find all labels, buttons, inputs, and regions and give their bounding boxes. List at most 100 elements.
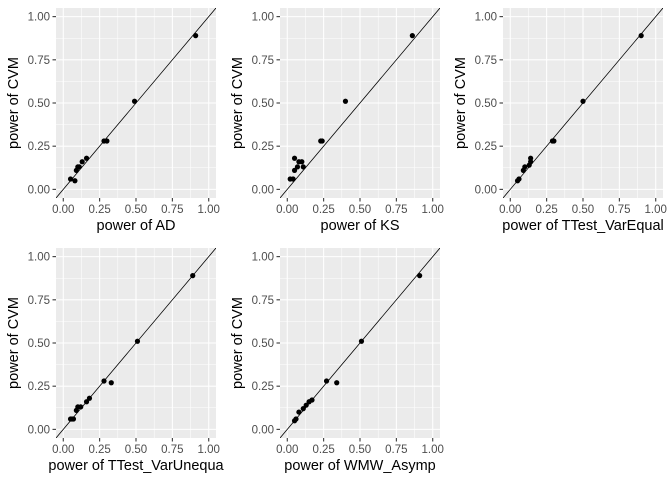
data-point [296, 409, 302, 415]
x-tick-label: 0.00 [499, 204, 521, 216]
data-point [303, 402, 309, 408]
data-point [83, 155, 90, 161]
x-tick-label: 0.00 [276, 204, 298, 216]
data-point [342, 98, 349, 104]
data-point [86, 395, 93, 401]
x-tick-label: 1.00 [422, 444, 444, 456]
x-tick-label: 0.50 [572, 204, 594, 216]
y-tick-label: 1.00 [28, 12, 50, 24]
data-point [358, 338, 365, 344]
x-tick-label: 0.75 [385, 204, 407, 216]
data-point [193, 33, 199, 39]
data-point [516, 176, 522, 182]
x-tick-label: 0.50 [349, 444, 371, 456]
x-tick-label: 1.00 [422, 204, 444, 216]
data-point [294, 164, 301, 170]
y-tick-label: 1.00 [475, 12, 497, 24]
y-tick-label: 0.00 [475, 184, 497, 196]
x-tick-label: 1.00 [198, 204, 220, 216]
data-point [134, 338, 141, 344]
y-axis-title: power of CVM [230, 57, 246, 149]
scatter-panel-3: 0.00 0.25 0.50 0.75 1.00 0.00 0.25 0.50 0.75 1.00… [453, 8, 667, 234]
y-tick-label: 0.75 [28, 55, 50, 67]
y-tick-label: 0.75 [252, 55, 274, 67]
data-point [79, 159, 85, 165]
x-tick-label: 0.50 [125, 204, 147, 216]
data-point [638, 33, 644, 39]
y-axis-title: power of CVM [6, 297, 22, 389]
data-point [190, 273, 196, 279]
data-point [83, 399, 90, 405]
x-axis-title: power of AD [97, 218, 176, 234]
data-point [417, 273, 423, 279]
x-tick-label: 0.50 [349, 204, 371, 216]
x-tick-label: 0.00 [52, 444, 74, 456]
y-tick-label: 0.00 [252, 424, 274, 436]
y-tick-label: 0.00 [252, 184, 274, 196]
data-point [78, 404, 84, 410]
data-point [300, 406, 306, 412]
y-tick-label: 0.25 [28, 381, 50, 393]
data-point [131, 98, 138, 104]
data-point [580, 98, 586, 104]
data-point [291, 155, 298, 161]
x-tick-label: 1.00 [645, 204, 667, 216]
scatter-panel-4: 0.00 0.25 0.50 0.75 1.00 0.00 0.25 0.50 0.75 1.00… [6, 248, 225, 474]
y-tick-label: 0.00 [28, 424, 50, 436]
y-tick-label: 0.50 [252, 338, 274, 350]
y-tick-label: 1.00 [252, 12, 274, 24]
y-axis-title: power of CVM [230, 297, 246, 389]
data-point [67, 176, 74, 182]
y-tick-label: 0.25 [475, 141, 497, 153]
data-point [108, 380, 114, 386]
data-point [551, 138, 557, 144]
data-point [293, 416, 299, 422]
y-axis-title: power of CVM [6, 57, 22, 149]
data-point [291, 167, 298, 173]
x-axis-title: power of TTest_VarUnequa [48, 458, 224, 474]
x-tick-label: 0.00 [276, 444, 298, 456]
y-tick-label: 0.75 [475, 55, 497, 67]
data-point [104, 138, 110, 144]
y-tick-label: 0.50 [475, 98, 497, 110]
y-tick-label: 0.50 [252, 98, 274, 110]
y-tick-label: 0.50 [28, 338, 50, 350]
y-tick-label: 0.25 [28, 141, 50, 153]
data-point [319, 138, 325, 144]
x-tick-label: 0.75 [161, 204, 183, 216]
data-point [299, 159, 305, 165]
y-tick-label: 0.75 [28, 295, 50, 307]
x-tick-label: 0.25 [312, 444, 334, 456]
data-point [522, 164, 528, 170]
x-tick-label: 0.25 [312, 204, 334, 216]
y-tick-label: 0.25 [252, 141, 274, 153]
data-point [334, 380, 340, 386]
y-tick-label: 1.00 [252, 252, 274, 264]
data-point [300, 164, 306, 170]
y-tick-label: 1.00 [28, 252, 50, 264]
x-tick-label: 0.75 [385, 444, 407, 456]
data-point [101, 378, 107, 384]
x-tick-label: 0.25 [88, 204, 110, 216]
data-point [72, 178, 78, 184]
identity-line [280, 8, 440, 198]
data-point [528, 155, 534, 161]
x-tick-label: 0.00 [52, 204, 74, 216]
x-tick-label: 0.25 [535, 204, 557, 216]
x-tick-label: 0.75 [608, 204, 630, 216]
scatter-panel-1: 0.00 0.25 0.50 0.75 1.00 0.00 0.25 0.50 0.75 1.00… [6, 8, 220, 234]
y-tick-label: 0.50 [28, 98, 50, 110]
y-tick-label: 0.75 [252, 295, 274, 307]
x-axis-title: power of WMW_Asymp [284, 458, 435, 474]
scatter-panel-5: 0.00 0.25 0.50 0.75 1.00 0.00 0.25 0.50 0.75 1.00… [230, 248, 444, 474]
x-tick-label: 0.50 [125, 444, 147, 456]
y-axis-title: power of CVM [453, 57, 469, 149]
x-axis-title: power of TTest_VarEqual [502, 218, 663, 234]
data-point [76, 164, 82, 170]
data-point [409, 33, 415, 39]
y-tick-label: 0.25 [252, 381, 274, 393]
x-axis-title: power of KS [321, 218, 400, 234]
x-tick-label: 0.25 [88, 444, 110, 456]
data-point [309, 397, 315, 403]
